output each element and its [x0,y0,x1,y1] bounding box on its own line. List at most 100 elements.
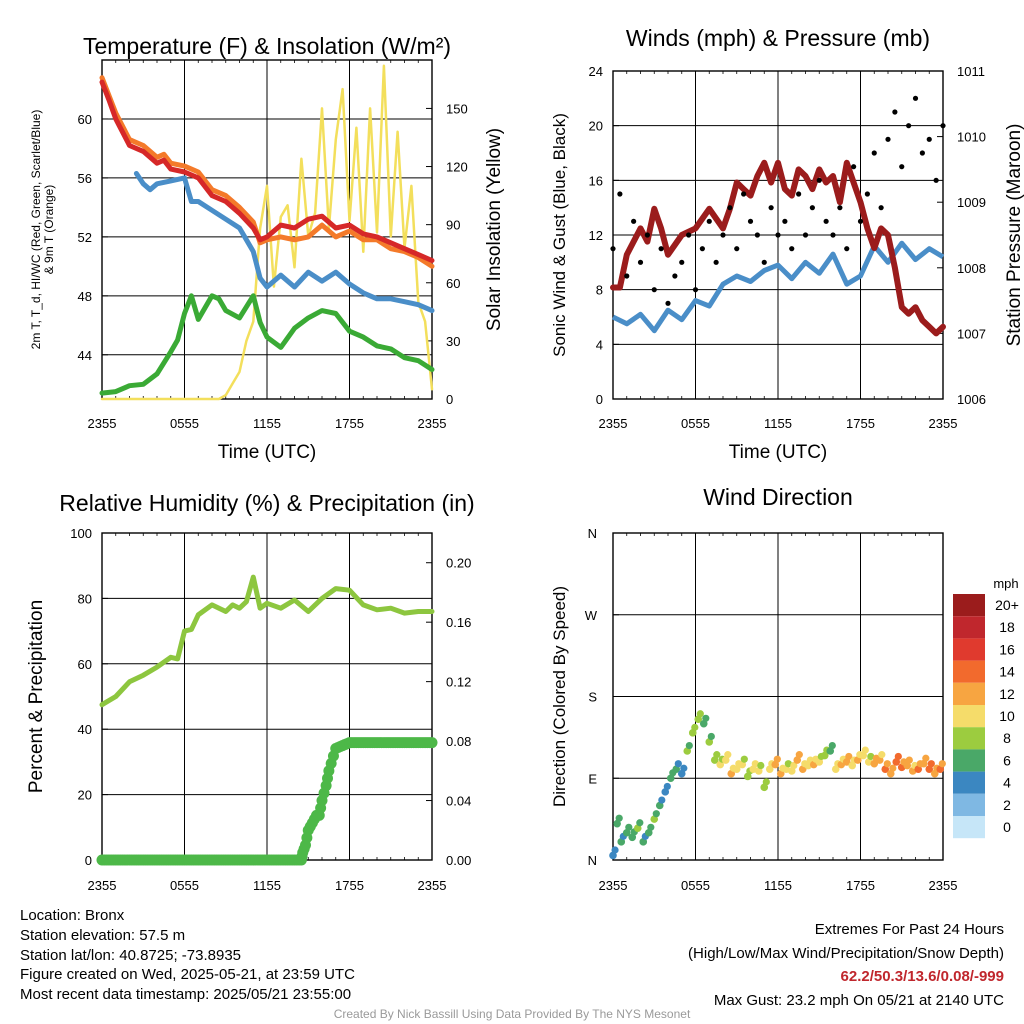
y-tick-label: E [588,771,597,786]
x-tick-label: 1155 [764,416,792,431]
direction-point [663,782,671,791]
gust-point [692,287,699,293]
y-tick-label: 0 [596,392,603,407]
direction-point [702,714,710,722]
credit-text: Created By Nick Bassill Using Data Provi… [333,1007,691,1021]
legend-label: 4 [1003,775,1011,791]
y-tick-label: 20 [78,788,92,803]
direction-point [685,741,693,750]
direction-point [795,751,803,759]
legend-label: 6 [1003,752,1011,768]
legend-label: 18 [999,619,1015,635]
y-tick-label: 100 [70,526,92,541]
chart-title: Winds (mph) & Pressure (mb) [626,25,930,51]
y2-axis-label: Solar Insolation (Yellow) [484,128,505,331]
legend-swatch [953,727,985,750]
station-info: Location: Bronx Station elevation: 57.5 … [20,906,355,1005]
chart-title: Temperature (F) & Insolation (W/m²) [83,33,451,59]
gust-point [686,232,692,238]
x-tick-label: 1155 [253,416,281,431]
y-tick-label: 80 [78,591,92,606]
legend-label: 12 [999,686,1015,702]
legend-swatch [953,594,985,617]
series-line-temp [99,79,435,263]
y2-tick-label: 0.16 [446,615,471,630]
gust-point [699,246,705,252]
chart-title: Relative Humidity (%) & Precipitation (i… [59,490,474,516]
x-tick-label: 0555 [170,416,199,431]
winds-panel: Winds (mph) & Pressure (mb) 2355 0555 1155 1… [550,25,1024,463]
y-tick-label: 56 [78,171,92,186]
direction-point [867,752,875,761]
y2-tick-label: 1010 [957,130,986,145]
gust-point [637,259,644,265]
direction-point [905,756,913,764]
y2-tick-label: 90 [446,218,460,233]
direction-point [922,754,930,762]
recent-text: Most recent data timestamp: 2025/05/21 2… [20,986,352,1004]
legend-swatch [953,816,985,839]
gust-point [734,246,740,252]
legend-swatch [953,682,985,705]
gust-point [782,218,788,224]
gust-point [775,232,781,238]
x-axis-label: Time (UTC) [218,442,317,463]
legend-swatch [953,771,985,794]
y2-tick-label: 30 [446,334,460,349]
precip-point [426,737,438,749]
y-axis-label: 2m T, T_d, HI/WC (Red, Green, Scarlet/Bl… [29,110,56,350]
gust-point [878,205,884,211]
gust-point [844,246,850,252]
extremes-title: Extremes For Past 24 Hours [814,921,1004,938]
y-tick-label: 52 [78,230,92,245]
chart-title: Wind Direction [703,484,853,510]
x-tick-label: 2355 [88,878,117,893]
legend-label: 10 [999,708,1015,724]
direction-point [674,760,682,768]
direction-point [757,761,765,770]
legend-label: 14 [999,664,1015,680]
gust-point [802,232,809,238]
gust-point [713,259,719,265]
y2-tick-label: 1011 [957,64,985,79]
direction-point [724,751,732,759]
location-text: Location: Bronx [20,907,125,924]
legend-label: 8 [1003,730,1011,746]
extremes-info: Extremes For Past 24 Hours (High/Low/Max… [688,918,1004,1012]
direction-point [938,760,946,768]
direction-point [696,710,704,718]
extremes-values: 62.2/50.3/13.6/0.08/-999 [840,968,1004,985]
legend-swatch [953,749,985,772]
direction-point [889,764,897,772]
y-axis-label: Percent & Precipitation [26,600,47,793]
gust-point [658,246,664,252]
gust-point [933,177,939,183]
y2-tick-label: 1009 [957,195,986,210]
gust-point [809,205,815,211]
y2-tick-label: 120 [446,160,468,175]
y-tick-label: 8 [596,283,603,298]
y2-tick-label: 0.04 [446,794,471,809]
y2-tick-label: 150 [446,101,468,116]
gust-point [789,246,795,252]
y2-tick-label: 0.12 [446,675,471,690]
gust-point [741,191,747,197]
legend-swatch [953,616,985,639]
direction-point [773,755,781,763]
series-line-solar [100,64,434,401]
gust-point [672,273,678,279]
legend-swatch [953,638,985,661]
y2-tick-label: 0.00 [446,853,471,868]
direction-point [828,741,836,750]
y-tick-label: S [588,690,597,705]
gust-point [830,232,836,238]
x-axis-label: Time (UTC) [729,442,828,463]
gust-point [610,246,616,252]
x-tick-label: 0555 [681,878,710,893]
latlon-text: Station lat/lon: 40.8725; -73.8935 [20,946,242,964]
legend-swatch [953,793,985,816]
y-axis-label: Direction (Colored By Speed) [550,586,569,807]
gust-point [926,136,932,142]
direction-point [790,761,798,770]
y-tick-label: N [588,853,597,868]
